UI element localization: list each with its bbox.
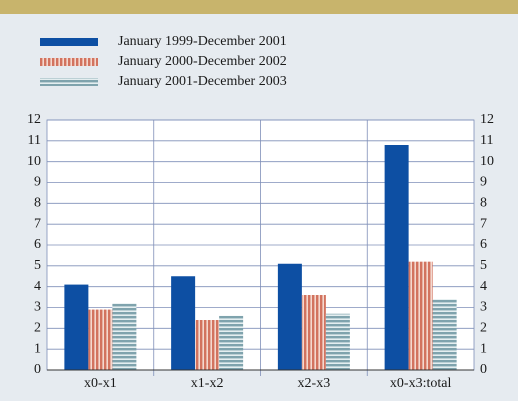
y-tick-label: 0	[34, 362, 41, 377]
y2-tick-label: 2	[480, 321, 487, 336]
y-tick-label: 1	[34, 341, 41, 356]
y-tick-label: 8	[34, 196, 41, 211]
legend-label: January 2001-December 2003	[118, 74, 287, 89]
bar	[195, 320, 220, 370]
y2-tick-label: 0	[480, 362, 487, 377]
x-tick-label: x0-x1	[84, 376, 117, 391]
y2-tick-label: 3	[480, 300, 487, 315]
bar	[171, 276, 196, 370]
bar	[64, 284, 89, 370]
x-tick-label: x2-x3	[298, 376, 331, 391]
y-tick-label: 12	[27, 112, 41, 127]
legend-swatch	[40, 78, 98, 86]
bar	[325, 313, 350, 370]
y2-tick-label: 9	[480, 175, 487, 190]
y2-tick-label: 1	[480, 341, 487, 356]
y2-tick-label: 8	[480, 196, 487, 211]
y2-tick-label: 12	[480, 112, 494, 127]
bar	[301, 295, 326, 370]
bar	[88, 309, 113, 370]
y2-tick-label: 5	[480, 258, 487, 273]
bar	[112, 303, 137, 370]
y2-tick-label: 11	[480, 133, 493, 148]
y2-tick-label: 6	[480, 237, 487, 252]
bar	[408, 261, 433, 370]
y-tick-label: 10	[27, 154, 41, 169]
y2-tick-label: 10	[480, 154, 494, 169]
y-tick-label: 3	[34, 300, 41, 315]
y-tick-label: 9	[34, 175, 41, 190]
legend-swatch	[40, 38, 98, 46]
legend-label: January 1999-December 2001	[118, 34, 287, 49]
y-tick-label: 7	[34, 216, 41, 231]
y2-tick-label: 4	[480, 279, 487, 294]
top-band	[0, 0, 518, 14]
y-tick-label: 6	[34, 237, 41, 252]
bar	[384, 145, 409, 370]
x-tick-label: x0-x3:total	[390, 376, 452, 391]
legend-swatch	[40, 58, 98, 66]
x-tick-label: x1-x2	[191, 376, 224, 391]
y-tick-label: 2	[34, 321, 41, 336]
bar	[219, 315, 244, 370]
y-tick-label: 5	[34, 258, 41, 273]
bar	[432, 299, 457, 370]
bar	[277, 263, 302, 370]
y-tick-label: 11	[28, 133, 41, 148]
y2-tick-label: 7	[480, 216, 487, 231]
y-tick-label: 4	[34, 279, 41, 294]
legend-label: January 2000-December 2002	[118, 54, 287, 69]
